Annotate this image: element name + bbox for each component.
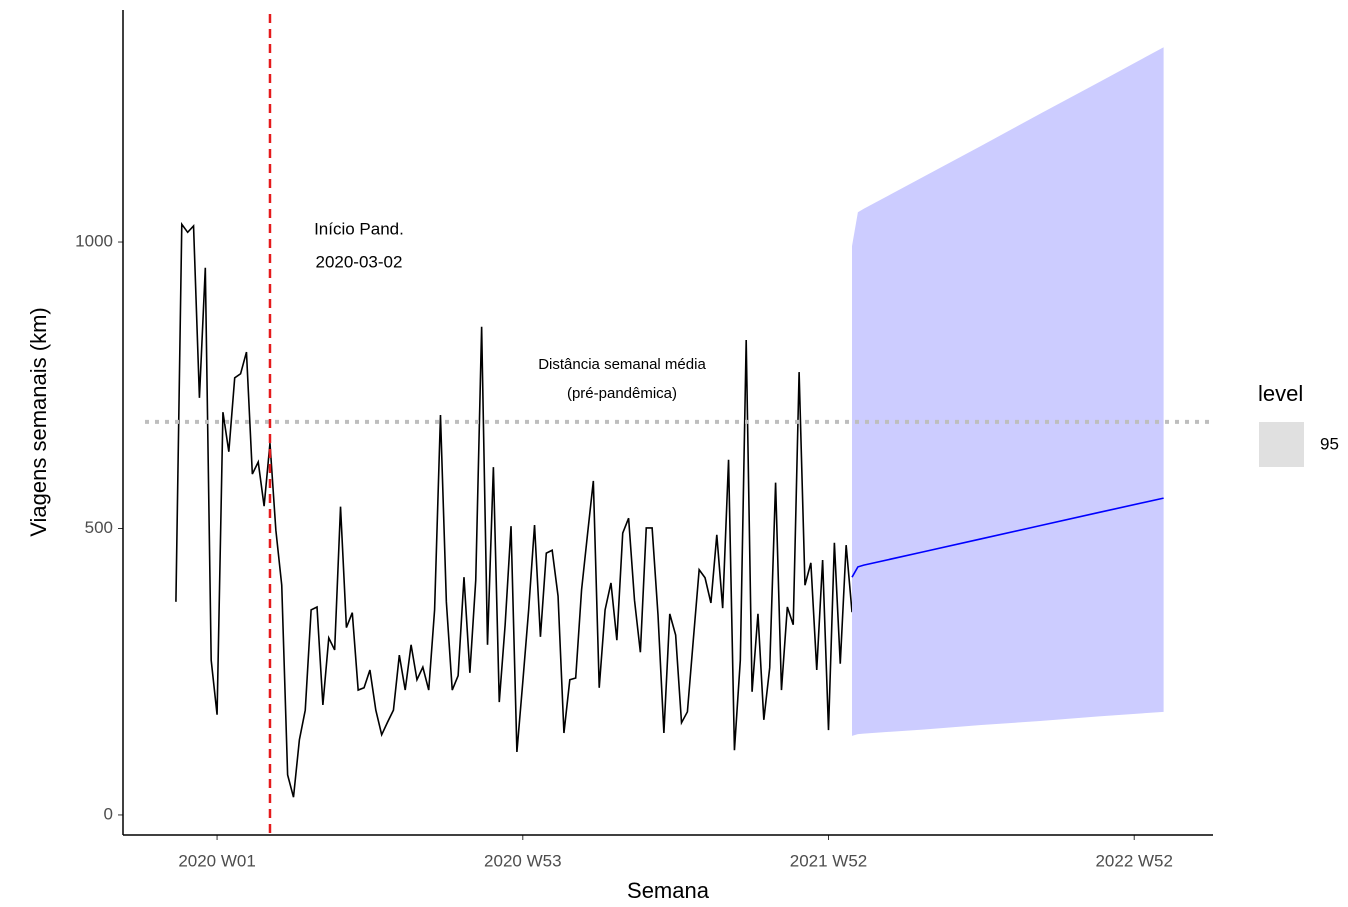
x-axis-title: Semana [627, 878, 710, 903]
confidence-band [852, 47, 1164, 736]
annotation: Início Pand. [314, 219, 404, 238]
x-tick-label: 2020 W53 [484, 851, 562, 870]
y-tick-label: 1000 [75, 232, 113, 251]
annotation: 2020-03-02 [315, 252, 402, 271]
x-tick-label: 2021 W52 [790, 851, 868, 870]
series-line [851, 497, 1164, 578]
y-tick-label: 500 [85, 518, 113, 537]
legend-label: 95 [1320, 434, 1339, 453]
y-axis-title: Viagens semanais (km) [26, 307, 51, 536]
series-line [175, 221, 853, 798]
x-tick-label: 2022 W52 [1095, 851, 1173, 870]
x-tick-label: 2020 W01 [178, 851, 256, 870]
annotation: (pré-pandêmica) [567, 385, 677, 402]
annotation: Distância semanal média [538, 356, 706, 373]
legend-key [1259, 422, 1304, 467]
legend-title: level [1258, 381, 1303, 406]
y-tick-label: 0 [104, 804, 113, 823]
